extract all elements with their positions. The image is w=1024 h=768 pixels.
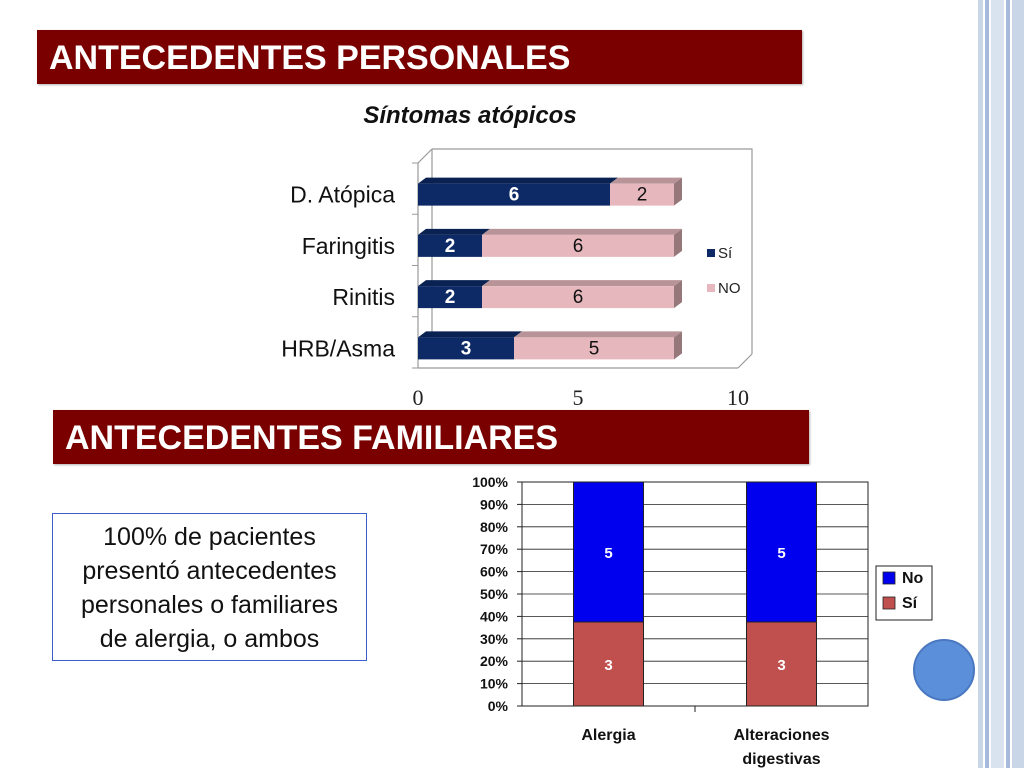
bar-end-face [674,331,682,360]
bar-top-face [418,228,490,235]
summary-note: 100% de pacientes presentó antecedentes … [52,513,367,661]
bar-top-face [482,228,682,235]
bar-segment [482,234,674,257]
legend-swatch [707,249,715,257]
x-tick-label: 5 [573,385,584,410]
data-label: 5 [589,338,600,359]
bar-segment [418,234,482,257]
data-label: 6 [509,185,520,206]
bar-top-face [482,280,682,287]
x-tick-label: 0 [413,385,424,410]
bar-top-face [514,331,682,338]
bar-segment [482,286,674,309]
legend-label: Sí [718,245,733,262]
plot-back-wall [432,148,753,354]
category-label: Faringitis [302,233,395,259]
data-label: 6 [573,236,584,257]
bar-top-face [418,177,618,184]
section-title-familiares: ANTECEDENTES FAMILIARES [53,410,809,464]
plot-edge [417,148,433,164]
border-stripe [978,0,983,768]
data-label: 6 [573,287,584,308]
border-stripe [985,0,989,768]
bar-segment [610,183,674,206]
section-title-personales: ANTECEDENTES PERSONALES [37,30,802,84]
bar-top-face [610,177,682,184]
bar-top-face [418,331,522,338]
legend-label: NO [718,280,741,297]
bar-top-face [418,280,490,287]
data-label: 2 [445,287,456,308]
data-label: 3 [461,338,472,359]
x-tick-label: 10 [727,385,749,410]
border-stripe [991,0,1004,768]
data-label: 2 [445,236,456,257]
border-stripe [1006,0,1010,768]
plot-edge [737,353,753,369]
border-stripe [1012,0,1024,768]
category-label: D. Atópica [290,182,395,208]
legend-swatch [707,284,715,292]
summary-line: 100% de pacientes [103,523,316,551]
summary-line: presentó antecedentes [82,557,337,585]
category-label: Rinitis [332,284,395,310]
summary-line: personales o familiares [80,591,339,619]
chart-title: Síntomas atópicos [363,102,577,129]
bar-segment [514,337,674,360]
bar-segment [418,337,514,360]
category-label: HRB/Asma [281,335,395,361]
bar-segment [418,286,482,309]
decorative-circle [913,639,975,701]
summary-line: de alergia, o ambos [99,625,320,653]
bar-end-face [674,228,682,257]
bar-segment [418,183,610,206]
bar-end-face [674,177,682,206]
bar-end-face [674,280,682,309]
data-label: 2 [637,185,648,206]
